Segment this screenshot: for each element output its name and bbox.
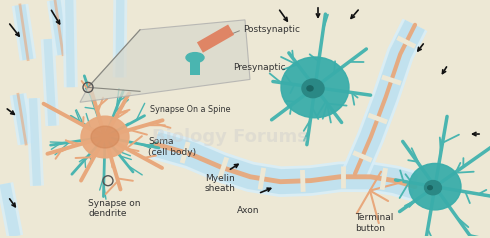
Ellipse shape — [186, 53, 204, 63]
Text: Biology Forums: Biology Forums — [152, 128, 308, 146]
Ellipse shape — [409, 164, 461, 210]
Polygon shape — [80, 20, 250, 102]
Ellipse shape — [428, 186, 432, 190]
Text: Axon: Axon — [237, 206, 259, 214]
Text: Synapse On a Spine: Synapse On a Spine — [150, 105, 230, 114]
Text: Myelin
sheath: Myelin sheath — [205, 174, 236, 193]
Text: Soma
(cell body): Soma (cell body) — [148, 137, 196, 157]
Text: Presynaptic: Presynaptic — [233, 63, 286, 72]
Text: Terminal
button: Terminal button — [355, 213, 393, 233]
Ellipse shape — [281, 57, 349, 118]
Ellipse shape — [307, 86, 313, 91]
Ellipse shape — [302, 79, 324, 98]
Text: Synapse on
dendrite: Synapse on dendrite — [88, 198, 141, 218]
FancyBboxPatch shape — [197, 25, 234, 53]
Ellipse shape — [424, 181, 441, 195]
Ellipse shape — [91, 126, 119, 148]
Ellipse shape — [81, 116, 129, 158]
FancyBboxPatch shape — [190, 58, 200, 75]
Text: Postsynaptic: Postsynaptic — [243, 25, 300, 34]
